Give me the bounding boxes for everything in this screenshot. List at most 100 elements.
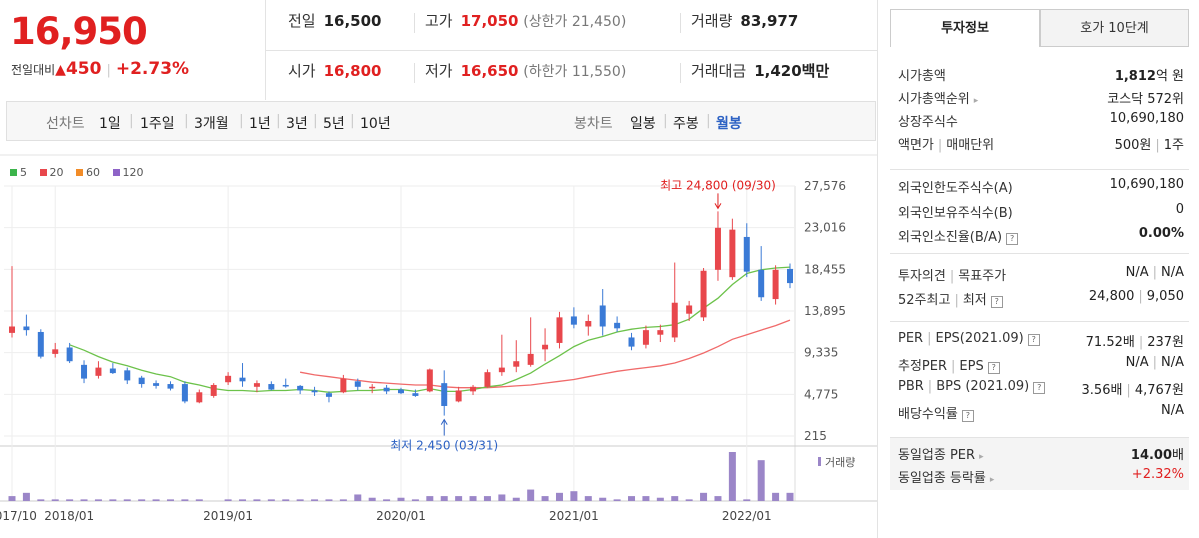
x-tick-label: 2022/01: [722, 509, 772, 523]
volume-bar: [786, 492, 794, 501]
volume-bar: [411, 499, 419, 501]
volume-bar: [152, 499, 160, 501]
candle-body: [671, 302, 678, 338]
divider: |: [239, 113, 244, 129]
volume-bar: [483, 496, 491, 501]
help-icon[interactable]: ?: [961, 410, 974, 422]
market-cap-label: 시가총액: [898, 69, 946, 84]
sector-chg-label[interactable]: 동일업종 등락률 ▸: [898, 471, 995, 486]
candle-body: [542, 344, 549, 350]
volume-bar: [440, 496, 448, 501]
lower-limit: (하한가 11,550): [523, 64, 627, 80]
candle-body: [37, 331, 44, 357]
sector-per-label[interactable]: 동일업종 PER ▸: [898, 448, 984, 463]
w52-row: 52주최고 | 최저? 24,800 | 9,050: [898, 289, 1184, 309]
volume-bar: [498, 494, 506, 501]
volume-bar: [700, 492, 708, 501]
candle-body: [167, 384, 174, 389]
candle-body: [340, 378, 347, 393]
quote-stats: 전일 16,500 고가 17,050 (상한가 21,450) 거래량 83,977…: [266, 0, 877, 100]
candle-body: [729, 229, 736, 278]
candle-body: [311, 390, 318, 393]
par-label: 액면가 | 매매단위: [898, 138, 995, 153]
volume-bar: [397, 497, 405, 501]
x-tick-label: 2017/10: [0, 509, 37, 523]
tab-investment-info[interactable]: 투자정보: [890, 9, 1040, 47]
help-icon[interactable]: ?: [1027, 334, 1040, 346]
candle-body: [181, 384, 188, 402]
par-row: 액면가 | 매매단위 500원 | 1주: [898, 134, 1184, 154]
per-label: PER | EPS(2021.09)?: [898, 331, 1040, 346]
candle-body: [325, 393, 332, 397]
tab-3m[interactable]: 3개월: [194, 116, 229, 132]
amount-value: 1,420: [754, 62, 802, 80]
volume-bar: [570, 491, 578, 501]
volume-bar: [66, 499, 74, 501]
volume-bar: [555, 492, 563, 501]
help-icon[interactable]: ?: [990, 296, 1003, 308]
dividend-label: 배당수익률?: [898, 403, 974, 422]
section-opinion: 투자의견 | 목표주가 N/A | N/A 52주최고 | 최저? 24,800 | 9,050: [890, 253, 1189, 314]
y-tick-label: 4,775: [804, 387, 838, 401]
candle-body: [66, 347, 73, 362]
x-tick-label: 2020/01: [376, 509, 426, 523]
tab-1w[interactable]: 1주일: [140, 116, 175, 132]
tab-daily[interactable]: 일봉: [630, 116, 656, 132]
help-icon[interactable]: ?: [1033, 382, 1046, 394]
candle-body: [369, 386, 376, 389]
candle-body: [268, 384, 275, 390]
market-rank-value: 코스닥 572위: [1107, 92, 1184, 107]
candle-body: [772, 269, 779, 300]
dividend-row: 배당수익률? N/A: [898, 403, 1184, 423]
section-valuation: PER | EPS(2021.09)? 71.52배 | 237원 추정PER | EPS?…: [890, 321, 1189, 432]
volume-bar: [354, 494, 362, 501]
candle-body: [297, 385, 304, 391]
candle-body: [81, 364, 88, 379]
foreign-hold-row: 외국인보유주식수(B) 0: [898, 202, 1184, 222]
volume-bar: [109, 499, 117, 501]
volume-bar: [195, 499, 203, 501]
help-icon[interactable]: ?: [1006, 233, 1019, 245]
foreign-hold-label: 외국인보유주식수(B): [898, 206, 1013, 221]
foreign-ratio-row: 외국인소진율(B/A)? 0.00%: [898, 226, 1184, 246]
help-icon[interactable]: ?: [987, 362, 1000, 374]
max-arrow-icon: [714, 203, 722, 210]
shares-row: 상장주식수 10,690,180: [898, 111, 1184, 131]
per-row: PER | EPS(2021.09)? 71.52배 | 237원: [898, 331, 1184, 351]
tab-orderbook-10[interactable]: 호가 10단계: [1040, 9, 1189, 47]
volume-bar: [282, 499, 290, 501]
candle-body: [758, 269, 765, 298]
caret-right-icon: ▸: [989, 475, 995, 485]
candle-body: [196, 392, 203, 403]
candle-body: [138, 377, 145, 385]
legend-ma120: 120: [112, 166, 144, 179]
tab-weekly[interactable]: 주봉: [673, 116, 699, 132]
w52-label: 52주최고 | 최저?: [898, 289, 1003, 308]
volume-bar: [599, 497, 607, 501]
tab-1d[interactable]: 1일: [99, 116, 121, 132]
candle-body: [513, 361, 520, 367]
candle-body: [441, 383, 448, 406]
shares-label: 상장주식수: [898, 115, 958, 130]
legend-ma5: 5: [10, 166, 27, 179]
volume-bar: [628, 496, 636, 501]
tab-10y[interactable]: 10년: [360, 116, 391, 132]
volume-bar: [253, 499, 261, 501]
market-rank-label[interactable]: 시가총액순위 ▸: [898, 92, 979, 107]
tab-5y[interactable]: 5년: [323, 116, 345, 132]
volume-legend-label: 거래량: [825, 456, 855, 469]
dividend-value: N/A: [1161, 403, 1184, 418]
open-value: 16,800: [323, 62, 382, 80]
foreign-limit-label: 외국인한도주식수(A): [898, 181, 1013, 196]
volume-bar: [714, 496, 722, 501]
candle-body: [398, 389, 404, 394]
tab-1y[interactable]: 1년: [249, 116, 271, 132]
volume-bar: [37, 499, 45, 501]
low-label: 저가: [425, 62, 453, 80]
candle-body: [470, 386, 477, 392]
volume-bar: [181, 499, 189, 501]
tab-monthly[interactable]: 월봉: [716, 116, 742, 132]
market-cap-value: 1,812억 원: [1114, 69, 1184, 84]
tab-3y[interactable]: 3년: [286, 116, 308, 132]
volume-bar: [325, 499, 333, 501]
